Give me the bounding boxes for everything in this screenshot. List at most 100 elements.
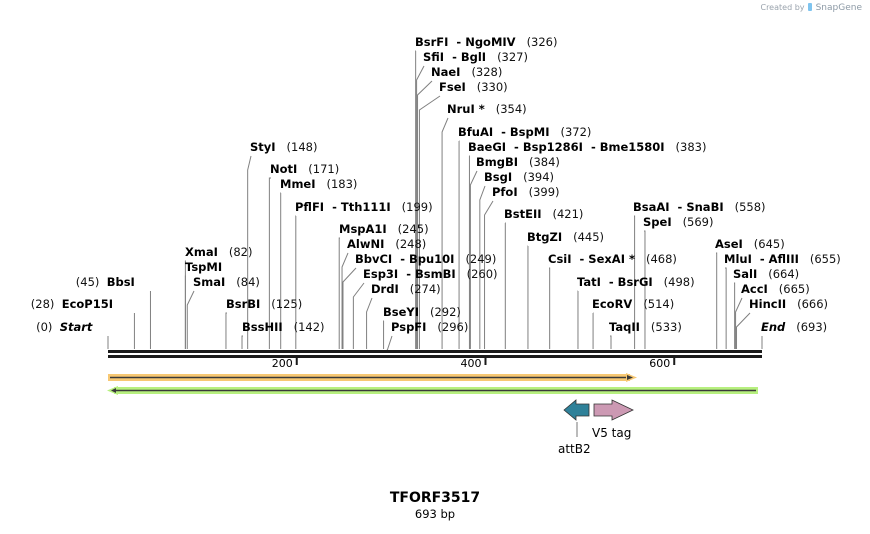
site-position: (0) [36, 320, 52, 334]
site-label-sfii-bgli[interactable]: SfiI - BglI (327) [423, 50, 528, 64]
site-label-acci[interactable]: AccI (665) [741, 282, 810, 296]
site-label-taqii[interactable]: TaqII (533) [609, 320, 682, 334]
site-name: BtgZI [527, 230, 562, 244]
site-position: (372) [560, 125, 591, 139]
site-label-bsrbi[interactable]: BsrBI (125) [226, 297, 302, 311]
site-label-mlui-afliii[interactable]: MluI - AflIII (655) [724, 252, 841, 266]
site-label-asei[interactable]: AseI (645) [715, 237, 785, 251]
site-name: Esp3I - BsmBI [363, 267, 456, 281]
site-label-bseyi[interactable]: BseYI (292) [383, 305, 461, 319]
site-name: BaeGI - Bsp1286I - Bme1580I [468, 140, 665, 154]
site-name: BmgBI [476, 155, 518, 169]
site-label-mspa1i[interactable]: MspA1I (245) [339, 222, 429, 236]
site-label-bbvci-bpu10i[interactable]: BbvCI - Bpu10I (249) [355, 252, 496, 266]
site-label-hincii[interactable]: HincII (666) [749, 297, 828, 311]
site-label-bsteii[interactable]: BstEII (421) [504, 207, 583, 221]
site-name: DrdI [371, 282, 399, 296]
ruler-tick [673, 358, 675, 365]
site-name: AseI [715, 237, 743, 251]
cut-line [242, 336, 243, 349]
site-position: (260) [467, 267, 498, 281]
site-position: (645) [754, 237, 785, 251]
site-position: (330) [477, 80, 508, 94]
site-label-csii-sexai-[interactable]: CsiI - SexAI * (468) [548, 252, 677, 266]
feature-attB2[interactable] [564, 400, 589, 437]
site-label-fsei[interactable]: FseI (330) [439, 80, 508, 94]
cut-line [610, 336, 611, 349]
site-position: (384) [529, 155, 560, 169]
site-label-sali[interactable]: SalI (664) [733, 267, 799, 281]
site-label-nrui-[interactable]: NruI * (354) [447, 102, 527, 116]
site-name: BsaAI - SnaBI [633, 200, 724, 214]
site-label-styi[interactable]: StyI (148) [250, 140, 317, 154]
site-name: StyI [250, 140, 276, 154]
site-name: PfoI [492, 185, 518, 199]
site-position: (655) [810, 252, 841, 266]
cut-line [343, 268, 356, 349]
cut-line [353, 283, 364, 349]
ruler-tick [484, 358, 486, 365]
site-position: (82) [229, 245, 253, 259]
sequence-name: TFORF3517 [0, 490, 870, 506]
site-label-bsshii[interactable]: BssHII (142) [242, 320, 325, 334]
site-label-bmgbi[interactable]: BmgBI (384) [476, 155, 560, 169]
site-label-spei[interactable]: SpeI (569) [643, 215, 714, 229]
site-label-bbsi[interactable]: (45) BbsI [76, 275, 135, 289]
site-label-noti[interactable]: NotI (171) [270, 162, 339, 176]
site-position: (468) [646, 252, 677, 266]
cut-line [737, 313, 750, 349]
cut-line [734, 283, 735, 349]
site-position: (296) [437, 320, 468, 334]
cut-line [549, 268, 550, 349]
site-position: (569) [683, 215, 714, 229]
site-label-pfoi[interactable]: PfoI (399) [492, 185, 560, 199]
site-name: SpeI [643, 215, 672, 229]
site-name: SalI [733, 267, 757, 281]
site-position: (514) [643, 297, 674, 311]
site-label-pspfi[interactable]: PspFI (296) [391, 320, 468, 334]
site-position: (274) [410, 282, 441, 296]
feature-v5-tag[interactable] [594, 400, 633, 420]
site-label-end[interactable]: End (693) [761, 320, 827, 334]
ruler-tick-label: 400 [460, 357, 481, 370]
site-label-mmei[interactable]: MmeI (183) [280, 177, 357, 191]
site-label-smai[interactable]: SmaI (84) [193, 275, 260, 289]
watermark-prefix: Created by [760, 3, 804, 12]
orf-forward[interactable] [108, 373, 637, 382]
site-label-xmai[interactable]: XmaI (82) [185, 245, 252, 259]
site-label-baegi-bsp1286i-bme1580i[interactable]: BaeGI - Bsp1286I - Bme1580I (383) [468, 140, 706, 154]
site-label-alwni[interactable]: AlwNI (248) [347, 237, 426, 251]
orf-reverse[interactable] [107, 386, 758, 395]
site-name: TatI - BsrGI [577, 275, 653, 289]
site-position: (84) [236, 275, 260, 289]
site-label-start[interactable]: (0) Start [36, 320, 92, 334]
snapgene-watermark: Created by SnapGene [760, 3, 862, 13]
ruler-top-line [108, 350, 762, 353]
site-label-esp3i-bsmbi[interactable]: Esp3I - BsmBI (260) [363, 267, 498, 281]
site-name: NruI * [447, 102, 485, 116]
site-label-btgzi[interactable]: BtgZI (445) [527, 230, 604, 244]
site-name: BbsI [107, 275, 135, 289]
site-name: BfuAI - BspMI [458, 125, 549, 139]
site-position: (666) [797, 297, 828, 311]
site-label-naei[interactable]: NaeI (328) [431, 65, 502, 79]
site-label-ecorv[interactable]: EcoRV (514) [592, 297, 674, 311]
snapgene-logo-icon [808, 3, 812, 11]
site-label-ecop15i[interactable]: (28) EcoP15I [31, 297, 113, 311]
site-position: (148) [287, 140, 318, 154]
site-label-bsrfi-ngomiv[interactable]: BsrFI - NgoMIV (326) [415, 35, 558, 49]
site-name: BsrFI - NgoMIV [415, 35, 516, 49]
site-label-bsgi[interactable]: BsgI (394) [484, 170, 554, 184]
site-position: (292) [430, 305, 461, 319]
site-position: (665) [779, 282, 810, 296]
site-position: (199) [402, 200, 433, 214]
site-label-tspmi[interactable]: TspMI [185, 260, 222, 274]
site-name: EcoP15I [62, 297, 113, 311]
site-label-pflfi-tth111i[interactable]: PflFI - Tth111I (199) [295, 200, 433, 214]
site-label-bsaai-snabi[interactable]: BsaAI - SnaBI (558) [633, 200, 766, 214]
site-label-tati-bsrgi[interactable]: TatI - BsrGI (498) [577, 275, 695, 289]
site-label-drdi[interactable]: DrdI (274) [371, 282, 441, 296]
site-name: PflFI - Tth111I [295, 200, 391, 214]
site-name: MspA1I [339, 222, 387, 236]
site-label-bfuai-bspmi[interactable]: BfuAI - BspMI (372) [458, 125, 591, 139]
